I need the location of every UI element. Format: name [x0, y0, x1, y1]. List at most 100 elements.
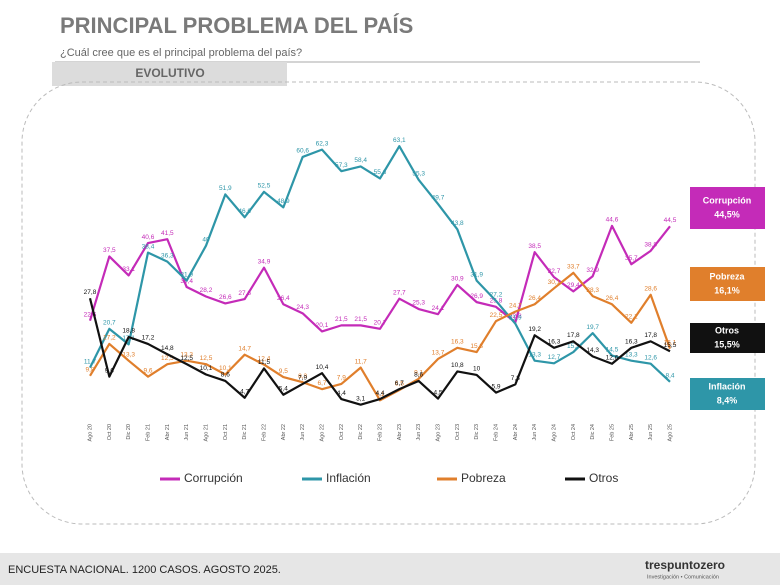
data-label: 6,7 [395, 380, 404, 387]
data-label: 22,2 [509, 313, 522, 320]
data-label: 55,3 [412, 171, 425, 178]
legend-label: Inflación [326, 471, 371, 485]
data-label: 19,2 [528, 326, 541, 333]
data-label: 4,4 [375, 390, 384, 397]
x-tick-label: Jun 23 [416, 424, 422, 441]
data-label: 33,1 [122, 266, 135, 273]
x-tick-label: Feb 22 [261, 424, 267, 441]
data-label: 40,6 [142, 234, 155, 241]
data-label: 15,3 [567, 343, 580, 350]
x-tick-label: Abr 24 [513, 424, 519, 440]
legend-label: Pobreza [461, 471, 506, 485]
data-label: 60,6 [296, 148, 309, 155]
data-label: 27,8 [84, 289, 97, 296]
data-label: 31,9 [180, 271, 193, 278]
data-label: 28,3 [586, 287, 599, 294]
data-label: 17,8 [567, 332, 580, 339]
data-label: 28,2 [200, 287, 213, 294]
data-label: 16,1 [664, 339, 677, 346]
data-label: 34,9 [258, 258, 271, 265]
data-label: 15,3 [470, 343, 483, 350]
data-label: 18,8 [122, 328, 135, 335]
x-tick-label: Oct 20 [107, 424, 113, 440]
data-label: 30,1 [548, 279, 561, 286]
data-label: 22,6 [84, 311, 97, 318]
data-label: 26,9 [470, 293, 483, 300]
data-label: 12,6 [644, 354, 657, 361]
data-label: 11,5 [258, 359, 271, 366]
data-label: 27,7 [393, 289, 406, 296]
footer-bar [0, 553, 780, 585]
data-label: 37,5 [103, 247, 116, 254]
legend-label: Corrupción [184, 471, 243, 485]
x-tick-label: Oct 22 [339, 424, 345, 440]
data-label: 15,5 [664, 342, 677, 349]
data-label: 20,1 [316, 322, 329, 329]
frame [21, 81, 756, 525]
end-box [690, 378, 765, 410]
footer-text: ENCUESTA NACIONAL. 1200 CASOS. AGOSTO 20… [8, 564, 281, 576]
end-box-value: 8,4% [717, 395, 738, 405]
data-label: 26,6 [219, 294, 232, 301]
data-label: 31,9 [470, 271, 483, 278]
data-label: 8,6 [221, 372, 230, 379]
data-label: 49,7 [432, 195, 445, 202]
data-label: 36,3 [161, 252, 174, 259]
data-label: 5,9 [491, 383, 500, 390]
x-tick-label: Feb 23 [377, 424, 383, 441]
data-label: 13,7 [432, 350, 445, 357]
series-line [88, 224, 671, 333]
title: PRINCIPAL PROBLEMA DEL PAÍS [60, 13, 413, 38]
data-label: 11,7 [355, 358, 368, 365]
data-label: 12,5 [161, 355, 174, 362]
data-label: 38,8 [644, 242, 657, 249]
x-tick-label: Dic 20 [126, 424, 132, 440]
data-label: 26,4 [528, 295, 541, 302]
x-tick-label: Feb 24 [493, 424, 499, 441]
data-label: 17,8 [644, 332, 657, 339]
end-box-name: Inflación [708, 381, 745, 391]
data-label: 11,7 [84, 358, 97, 365]
data-label: 14,8 [161, 345, 174, 352]
data-label: 8,4 [665, 373, 674, 380]
end-box-value: 16,1% [714, 285, 740, 295]
data-label: 21,9 [509, 314, 522, 321]
data-label: 17,2 [103, 335, 116, 342]
data-label: 7,9 [298, 375, 307, 382]
data-label: 7,9 [337, 375, 346, 382]
data-label: 9,6 [105, 367, 114, 374]
x-tick-label: Ago 23 [435, 424, 441, 441]
end-box-name: Corrupción [703, 195, 752, 205]
data-label: 58,4 [354, 157, 367, 164]
brand: trespuntozero [645, 558, 725, 572]
end-box-name: Pobreza [709, 271, 745, 281]
data-label: 24,7 [509, 302, 522, 309]
x-tick-label: Oct 23 [455, 424, 461, 440]
data-label: 9,1 [414, 370, 423, 377]
data-label: 4,7 [240, 388, 249, 395]
x-tick-label: Dic 23 [474, 424, 480, 440]
data-label: 26,4 [277, 295, 290, 302]
data-label: 57,3 [335, 162, 348, 169]
data-label: 13,3 [180, 351, 193, 358]
data-label: 12,6 [606, 354, 619, 361]
data-label: 16,3 [625, 339, 638, 346]
end-box [690, 187, 765, 229]
data-label: 7,8 [511, 375, 520, 382]
x-tick-label: Oct 24 [571, 424, 577, 440]
data-label: 14,3 [586, 347, 599, 354]
x-tick-label: Oct 21 [223, 424, 229, 440]
data-label: 9,5 [279, 368, 288, 375]
data-label: 5,4 [279, 385, 288, 392]
data-label: 41,5 [161, 230, 174, 237]
x-tick-label: Ago 25 [667, 424, 673, 441]
series-line [89, 271, 672, 402]
data-label: 28,6 [644, 286, 657, 293]
data-label: 22,1 [625, 314, 638, 321]
end-box-value: 15,5% [714, 339, 740, 349]
brand-tagline: Investigación • Comunicación [647, 574, 719, 580]
x-tick-label: Abr 22 [281, 424, 287, 440]
data-label: 38,5 [528, 243, 541, 250]
subtitle: ¿Cuál cree que es el principal problema … [60, 47, 302, 59]
data-label: 51,9 [219, 185, 232, 192]
